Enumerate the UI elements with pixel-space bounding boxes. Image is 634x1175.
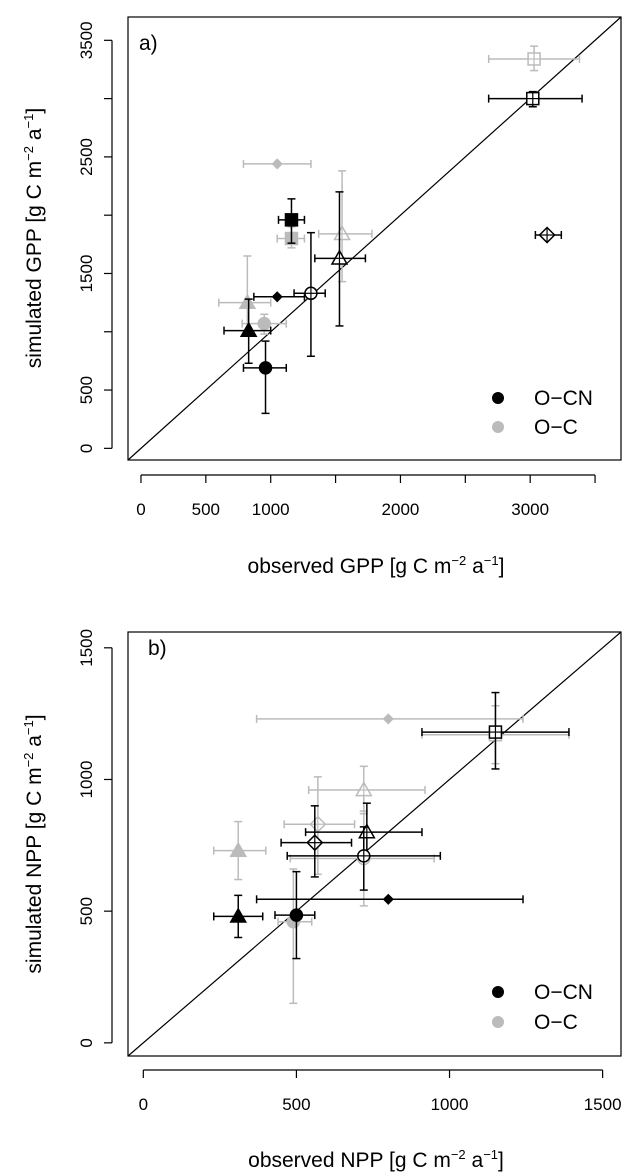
marker-triangle (239, 321, 258, 337)
data-point (241, 313, 288, 335)
y-tick-label: 0 (77, 1038, 96, 1047)
legend-b: O−CN O−C (492, 981, 593, 1034)
legend-marker-oc-b (492, 1016, 504, 1028)
data-point (293, 231, 326, 357)
x-tick-label: 1500 (584, 1095, 622, 1114)
x-axis-b: 0 500 1000 1500 (139, 1069, 622, 1114)
data-point (283, 776, 356, 876)
x-axis-label-a: observed GPP [g C m−2 a−1] (248, 553, 505, 578)
y-tick-label: 2500 (77, 138, 96, 176)
legend-a: O−CN O−C (492, 387, 593, 439)
x-tick-label: 1000 (431, 1095, 469, 1114)
x-tick-label: 0 (139, 1095, 148, 1114)
x-tick-label: 1000 (252, 500, 290, 519)
marker-diamond (382, 713, 394, 725)
legend-marker-ocn-a (492, 392, 504, 404)
marker-triangle (238, 293, 257, 309)
legend-marker-ocn-b (492, 986, 504, 998)
panel-label-a: a) (139, 32, 158, 55)
y-axis-label-b: simulated NPP [g C m−2 a−1] (21, 714, 46, 973)
plot-frame-a (127, 16, 622, 461)
y-axis-b: 0 500 1000 1500 (77, 629, 113, 1048)
marker-triangle (229, 841, 248, 857)
data-point (314, 191, 367, 327)
data-point (277, 198, 306, 244)
legend-label-ocn-b: O−CN (534, 981, 593, 1004)
y-axis-label-a: simulated GPP [g C m−2 a−1] (21, 108, 46, 368)
marker-circle (257, 316, 271, 331)
x-tick-label: 0 (136, 500, 145, 519)
marker-circle (258, 361, 273, 375)
plot-frame-b (127, 631, 622, 1057)
data-point (255, 713, 524, 725)
data-point (212, 820, 267, 881)
x-axis-a: 0 500 1000 2000 3000 (136, 474, 596, 519)
data-point (307, 765, 426, 815)
one-to-one-line-b (127, 631, 622, 1057)
x-axis-label-b: observed NPP [g C m−2 a−1] (248, 1147, 504, 1172)
data-points-a (218, 45, 583, 415)
data-point (421, 691, 570, 770)
legend-label-ocn-a: O−CN (534, 387, 593, 410)
data-point (242, 340, 288, 415)
data-point (286, 826, 442, 891)
y-tick-label: 3500 (77, 21, 96, 59)
x-tick-label: 500 (192, 500, 220, 519)
y-tick-label: 500 (77, 897, 96, 925)
y-tick-label: 0 (77, 444, 96, 453)
marker-square (284, 213, 299, 227)
data-point (487, 45, 581, 72)
marker-circle (289, 908, 304, 922)
panel-a: a) 0 500 1000 2000 3000 0 500 1500 2500 3500 O−C… (21, 16, 622, 578)
x-tick-label: 2000 (382, 500, 420, 519)
data-point (274, 870, 316, 960)
y-tick-label: 1500 (77, 255, 96, 293)
data-point (255, 893, 524, 905)
data-point (218, 255, 272, 333)
data-point (534, 226, 563, 244)
data-point (487, 90, 583, 108)
y-tick-label: 500 (77, 376, 96, 404)
data-point (242, 158, 312, 170)
one-to-one-line-a (127, 16, 622, 461)
legend-label-oc-b: O−C (534, 1011, 578, 1034)
data-point (212, 894, 264, 939)
marker-diamond (271, 291, 283, 303)
legend-label-oc-a: O−C (534, 416, 578, 439)
marker-triangle (229, 907, 248, 923)
y-axis-a: 0 500 1500 2500 3500 (77, 21, 113, 453)
x-tick-label: 500 (282, 1095, 310, 1114)
marker-diamond (382, 893, 394, 905)
y-tick-label: 1000 (77, 761, 96, 799)
data-point (277, 868, 313, 1005)
legend-marker-oc-a (492, 421, 504, 433)
data-points-b (212, 691, 570, 1005)
data-point (223, 298, 272, 364)
data-point (253, 291, 306, 303)
panel-b: b) 0 500 1000 1500 0 500 1000 1500 O−CN O−C ob… (21, 629, 622, 1172)
marker-diamond (271, 158, 283, 170)
y-tick-label: 1500 (77, 629, 96, 667)
data-point (280, 805, 353, 878)
panel-label-b: b) (148, 637, 167, 660)
x-tick-label: 3000 (511, 500, 549, 519)
